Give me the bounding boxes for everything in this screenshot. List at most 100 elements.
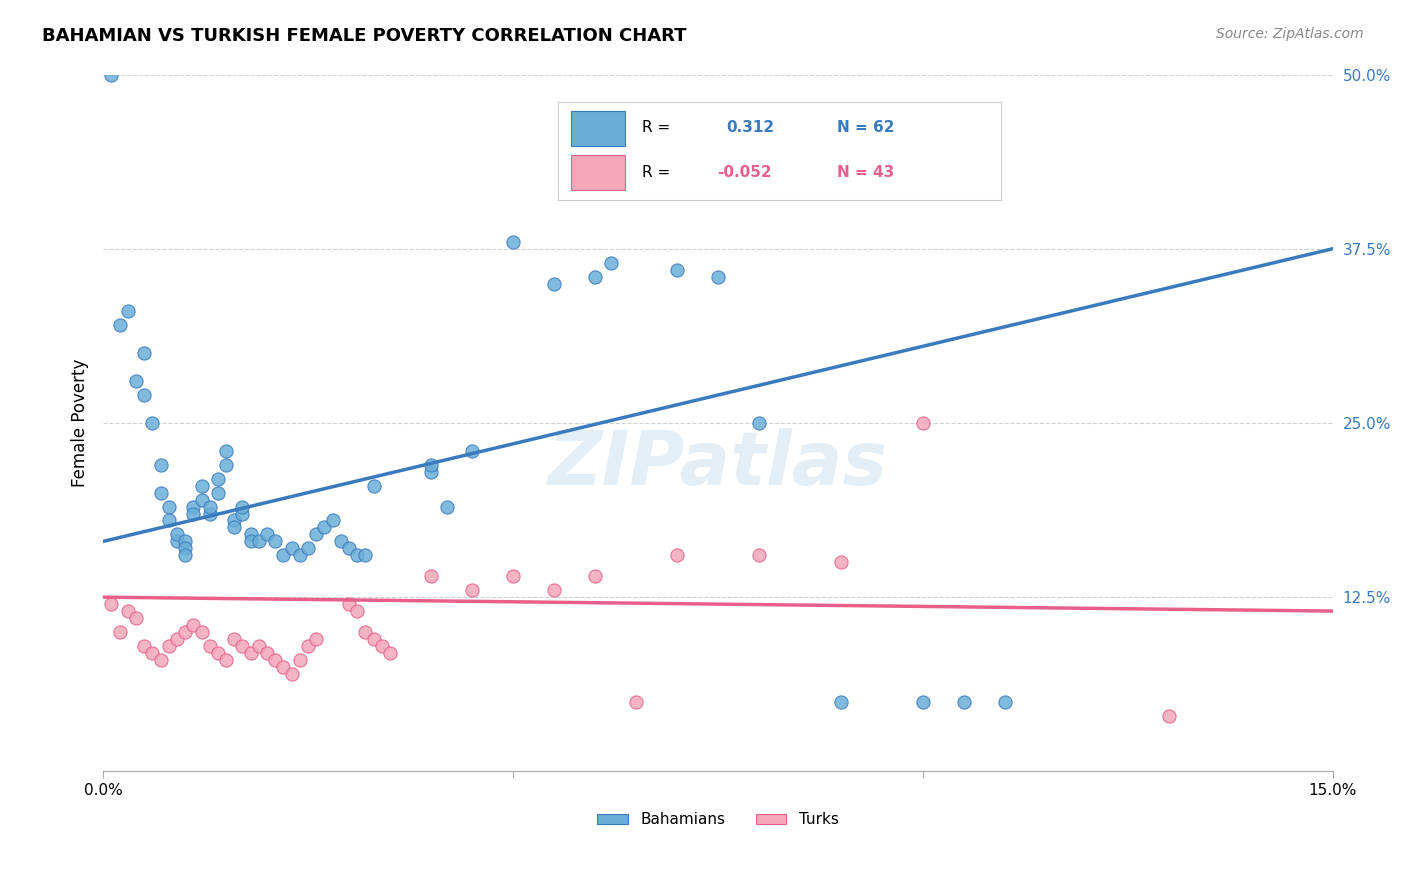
Legend: Bahamians, Turks: Bahamians, Turks — [592, 806, 845, 833]
Point — [157, 639, 180, 653]
Point — [166, 534, 188, 549]
Point — [108, 318, 131, 333]
Point — [174, 549, 197, 563]
Point — [166, 527, 188, 541]
Point — [239, 527, 262, 541]
Point — [157, 514, 180, 528]
Point — [149, 458, 172, 472]
Point — [149, 653, 172, 667]
Point — [181, 500, 204, 514]
Point — [264, 534, 287, 549]
Point — [174, 534, 197, 549]
Point — [134, 388, 156, 402]
Point — [198, 500, 221, 514]
Point — [231, 500, 253, 514]
Point — [207, 472, 229, 486]
Point — [297, 639, 319, 653]
Point — [181, 507, 204, 521]
Y-axis label: Female Poverty: Female Poverty — [72, 359, 89, 487]
Point — [665, 262, 688, 277]
Point — [911, 695, 934, 709]
Point — [224, 520, 246, 534]
Point — [108, 625, 131, 640]
Point — [665, 549, 688, 563]
Point — [117, 604, 139, 618]
Point — [953, 695, 976, 709]
Point — [322, 514, 344, 528]
Point — [337, 541, 360, 556]
Point — [305, 527, 328, 541]
Point — [707, 269, 730, 284]
Point — [420, 569, 443, 583]
Point — [134, 346, 156, 360]
Point — [273, 549, 295, 563]
Point — [354, 549, 377, 563]
Point — [363, 632, 385, 646]
Point — [239, 646, 262, 660]
Point — [363, 478, 385, 492]
Point — [624, 695, 647, 709]
Point — [1157, 708, 1180, 723]
Point — [297, 541, 319, 556]
Point — [190, 478, 212, 492]
Point — [346, 604, 368, 618]
Point — [354, 625, 377, 640]
Point — [215, 443, 238, 458]
Text: Source: ZipAtlas.com: Source: ZipAtlas.com — [1216, 27, 1364, 41]
Point — [583, 269, 606, 284]
Point — [337, 597, 360, 611]
Point — [224, 514, 246, 528]
Point — [181, 618, 204, 632]
Point — [117, 304, 139, 318]
Point — [288, 549, 311, 563]
Point — [256, 527, 278, 541]
Point — [207, 485, 229, 500]
Point — [141, 416, 163, 430]
Point — [215, 458, 238, 472]
Point — [543, 583, 565, 598]
Point — [157, 500, 180, 514]
Point — [994, 695, 1017, 709]
Point — [329, 534, 352, 549]
Point — [174, 541, 197, 556]
Point — [224, 632, 246, 646]
Point — [420, 458, 443, 472]
Point — [207, 646, 229, 660]
Point — [346, 549, 368, 563]
Point — [911, 416, 934, 430]
Point — [100, 68, 122, 82]
Point — [134, 639, 156, 653]
Text: ZIPatlas: ZIPatlas — [548, 428, 889, 501]
Point — [436, 500, 458, 514]
Point — [215, 653, 238, 667]
Point — [247, 534, 270, 549]
Point — [125, 374, 148, 388]
Point — [420, 465, 443, 479]
Point — [239, 534, 262, 549]
Point — [264, 653, 287, 667]
Point — [371, 639, 394, 653]
Point — [166, 632, 188, 646]
Point — [543, 277, 565, 291]
Point — [748, 416, 770, 430]
Point — [141, 646, 163, 660]
Point — [461, 443, 484, 458]
Point — [125, 611, 148, 625]
Point — [280, 666, 302, 681]
Point — [288, 653, 311, 667]
Point — [378, 646, 401, 660]
Point — [830, 555, 852, 569]
Point — [198, 639, 221, 653]
Point — [600, 255, 623, 269]
Point — [149, 485, 172, 500]
Point — [502, 235, 524, 249]
Point — [502, 569, 524, 583]
Point — [247, 639, 270, 653]
Point — [174, 625, 197, 640]
Point — [190, 625, 212, 640]
Point — [280, 541, 302, 556]
Text: BAHAMIAN VS TURKISH FEMALE POVERTY CORRELATION CHART: BAHAMIAN VS TURKISH FEMALE POVERTY CORRE… — [42, 27, 686, 45]
Point — [231, 507, 253, 521]
Point — [190, 492, 212, 507]
Point — [256, 646, 278, 660]
